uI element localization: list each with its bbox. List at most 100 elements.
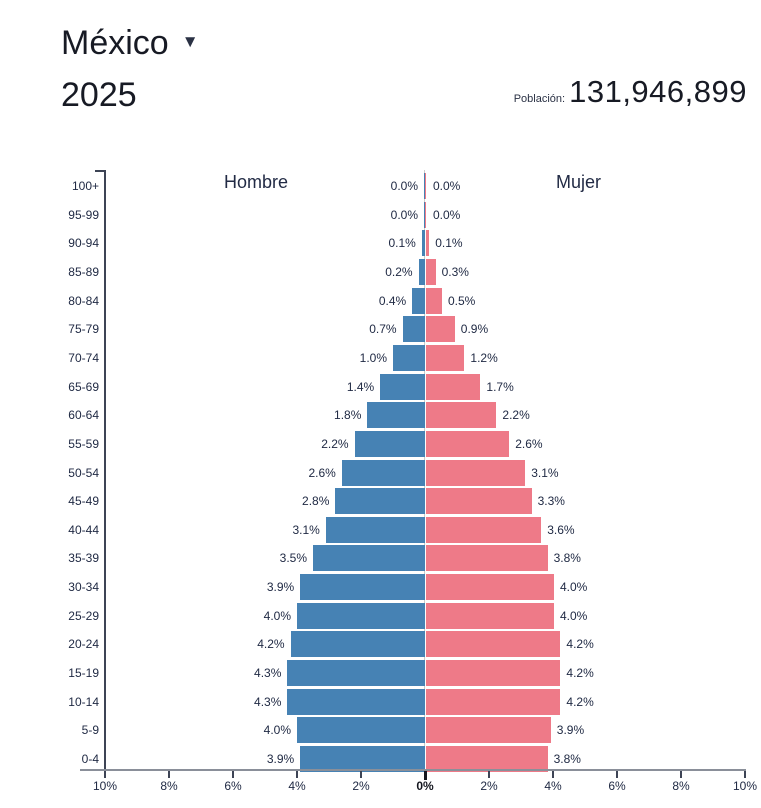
male-percent-label: 0.2% (385, 264, 413, 279)
x-axis-line (80, 769, 746, 771)
male-percent-label: 4.3% (254, 666, 282, 681)
x-axis-tick (360, 771, 362, 778)
female-bar-90-94[interactable] (425, 230, 430, 257)
age-group-label: 75-79 (68, 322, 99, 337)
male-bar-100+[interactable] (424, 173, 425, 199)
population-label: Población: (513, 93, 566, 105)
female-bar-5-9[interactable] (425, 717, 551, 744)
x-axis-tick-label: 8% (672, 779, 690, 793)
female-bar-50-54[interactable] (425, 459, 526, 486)
female-bar-75-79[interactable] (425, 316, 455, 343)
female-percent-label: 0.0% (433, 179, 461, 193)
female-bar-60-64[interactable] (425, 402, 497, 429)
male-bar-75-79[interactable] (402, 316, 426, 343)
male-bar-25-29[interactable] (297, 602, 426, 629)
x-axis-tick-label: 10% (92, 779, 118, 793)
x-axis-tick (104, 771, 106, 778)
x-axis-tick-label: 0% (416, 779, 434, 793)
male-bar-10-14[interactable] (287, 688, 426, 715)
male-bar-30-34[interactable] (300, 574, 426, 601)
x-axis-tick (680, 771, 682, 778)
male-percent-label: 0.0% (390, 207, 418, 222)
x-axis-tick-label: 2% (480, 779, 498, 793)
female-bar-30-34[interactable] (425, 574, 554, 601)
female-bar-25-29[interactable] (425, 602, 554, 629)
x-axis-tick (552, 771, 554, 778)
female-bar-65-69[interactable] (425, 373, 481, 400)
age-group-label: 35-39 (68, 551, 99, 566)
female-percent-label: 2.2% (502, 408, 530, 423)
age-group-label: 60-64 (68, 408, 99, 423)
female-series-label: Mujer (556, 172, 602, 192)
male-bar-50-54[interactable] (341, 459, 426, 486)
male-percent-label: 4.0% (263, 608, 291, 623)
female-bar-40-44[interactable] (425, 516, 542, 543)
male-bar-5-9[interactable] (297, 717, 426, 744)
female-percent-label: 0.9% (460, 322, 489, 337)
female-percent-label: 1.2% (470, 350, 498, 365)
x-axis-tick-label: 2% (352, 779, 370, 793)
age-group-label: 0-4 (81, 752, 99, 766)
male-percent-label: 2.6% (308, 465, 336, 480)
female-bar-55-59[interactable] (425, 430, 510, 457)
age-group-label: 20-24 (68, 637, 99, 652)
male-bar-60-64[interactable] (367, 402, 426, 429)
age-group-label: 15-19 (68, 666, 99, 681)
female-bar-0-4[interactable] (425, 746, 548, 772)
y-axis-top-tick (95, 170, 106, 172)
male-bar-80-84[interactable] (412, 287, 426, 314)
male-bar-20-24[interactable] (290, 631, 426, 658)
female-percent-label: 2.6% (515, 436, 543, 451)
female-bar-45-49[interactable] (425, 488, 532, 515)
female-percent-label: 4.2% (566, 666, 594, 681)
female-percent-label: 1.7% (486, 379, 514, 394)
x-axis-tick-label: 6% (608, 779, 626, 793)
female-bar-85-89[interactable] (425, 258, 436, 285)
age-group-label: 65-69 (68, 379, 99, 394)
x-axis-tick (744, 771, 746, 778)
female-bar-15-19[interactable] (425, 660, 561, 687)
male-percent-label: 0.7% (369, 322, 397, 337)
female-bar-100+[interactable] (425, 173, 426, 199)
female-percent-label: 3.8% (553, 752, 581, 766)
age-group-label: 85-89 (68, 264, 99, 279)
male-bar-95-99[interactable] (424, 201, 425, 228)
female-percent-label: 3.8% (553, 551, 581, 566)
female-bar-35-39[interactable] (425, 545, 548, 572)
male-percent-label: 2.2% (321, 436, 349, 451)
male-percent-label: 3.1% (292, 522, 320, 537)
country-selector[interactable]: México ▼ (61, 22, 199, 66)
female-bar-10-14[interactable] (425, 688, 561, 715)
age-group-label: 45-49 (68, 494, 99, 509)
male-bar-70-74[interactable] (393, 344, 426, 371)
female-percent-label: 0.1% (435, 236, 463, 251)
male-bar-45-49[interactable] (335, 488, 426, 515)
age-group-label: 50-54 (68, 465, 99, 480)
male-percent-label: 4.3% (254, 694, 282, 709)
dropdown-caret-icon: ▼ (181, 32, 199, 52)
age-group-label: 5-9 (81, 723, 99, 738)
male-percent-label: 1.8% (334, 408, 362, 423)
x-axis-tick (488, 771, 490, 778)
female-percent-label: 3.9% (556, 723, 585, 738)
female-bar-20-24[interactable] (425, 631, 561, 658)
age-group-label: 70-74 (68, 350, 99, 365)
female-bar-80-84[interactable] (425, 287, 442, 314)
male-bar-0-4[interactable] (300, 746, 426, 772)
age-group-label: 10-14 (68, 694, 99, 709)
male-percent-label: 1.0% (359, 350, 387, 365)
male-bar-15-19[interactable] (287, 660, 426, 687)
male-bar-65-69[interactable] (380, 373, 426, 400)
x-axis-tick-label: 6% (224, 779, 242, 793)
male-percent-label: 3.9% (266, 752, 295, 766)
male-bar-55-59[interactable] (354, 430, 426, 457)
male-bar-40-44[interactable] (325, 516, 426, 543)
female-bar-95-99[interactable] (425, 201, 426, 228)
age-group-label: 80-84 (68, 293, 99, 308)
country-name: México (61, 24, 169, 62)
male-bar-35-39[interactable] (313, 545, 426, 572)
male-percent-label: 3.9% (266, 580, 295, 595)
male-percent-label: 0.1% (388, 236, 416, 251)
female-bar-70-74[interactable] (425, 344, 465, 371)
